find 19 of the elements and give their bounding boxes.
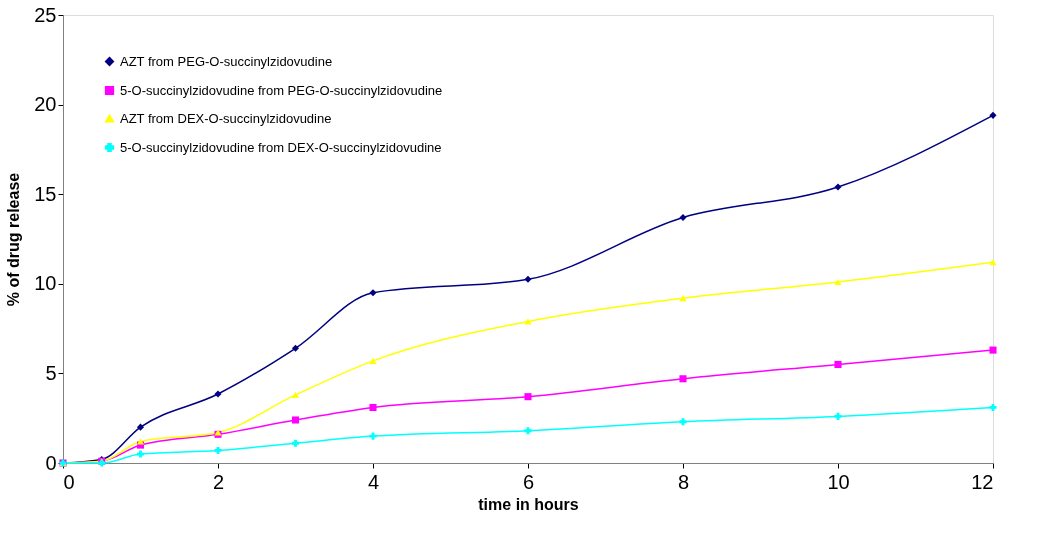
y-tick-label: 5 <box>45 361 57 384</box>
legend-label: 5-O-succinylzidovudine from PEG-O-succinylzidovudine <box>120 82 443 98</box>
x-tick-label: 2 <box>212 470 225 493</box>
y-axis-title: % of drug release <box>5 172 23 307</box>
x-tick-label: 12 <box>971 470 994 493</box>
y-tick-label: 25 <box>34 3 57 26</box>
x-tick-label: 0 <box>63 470 75 493</box>
x-tick-label: 4 <box>367 470 380 493</box>
y-tick-label: 0 <box>45 451 57 474</box>
x-tick-label: 6 <box>522 470 535 493</box>
legend-label: AZT from PEG-O-succinylzidovudine <box>120 53 333 69</box>
legend-label: 5-O-succinylzidovudine from DEX-O-succinylzidovudine <box>120 139 442 155</box>
x-axis-title: time in hours <box>478 495 579 513</box>
y-tick-label: 15 <box>34 182 57 205</box>
y-tick-label: 20 <box>34 93 57 116</box>
x-tick-label: 10 <box>827 470 850 493</box>
legend-label: AZT from DEX-O-succinylzidovudine <box>120 110 332 126</box>
x-tick-label: 8 <box>677 470 690 493</box>
y-tick-label: 10 <box>34 272 57 295</box>
